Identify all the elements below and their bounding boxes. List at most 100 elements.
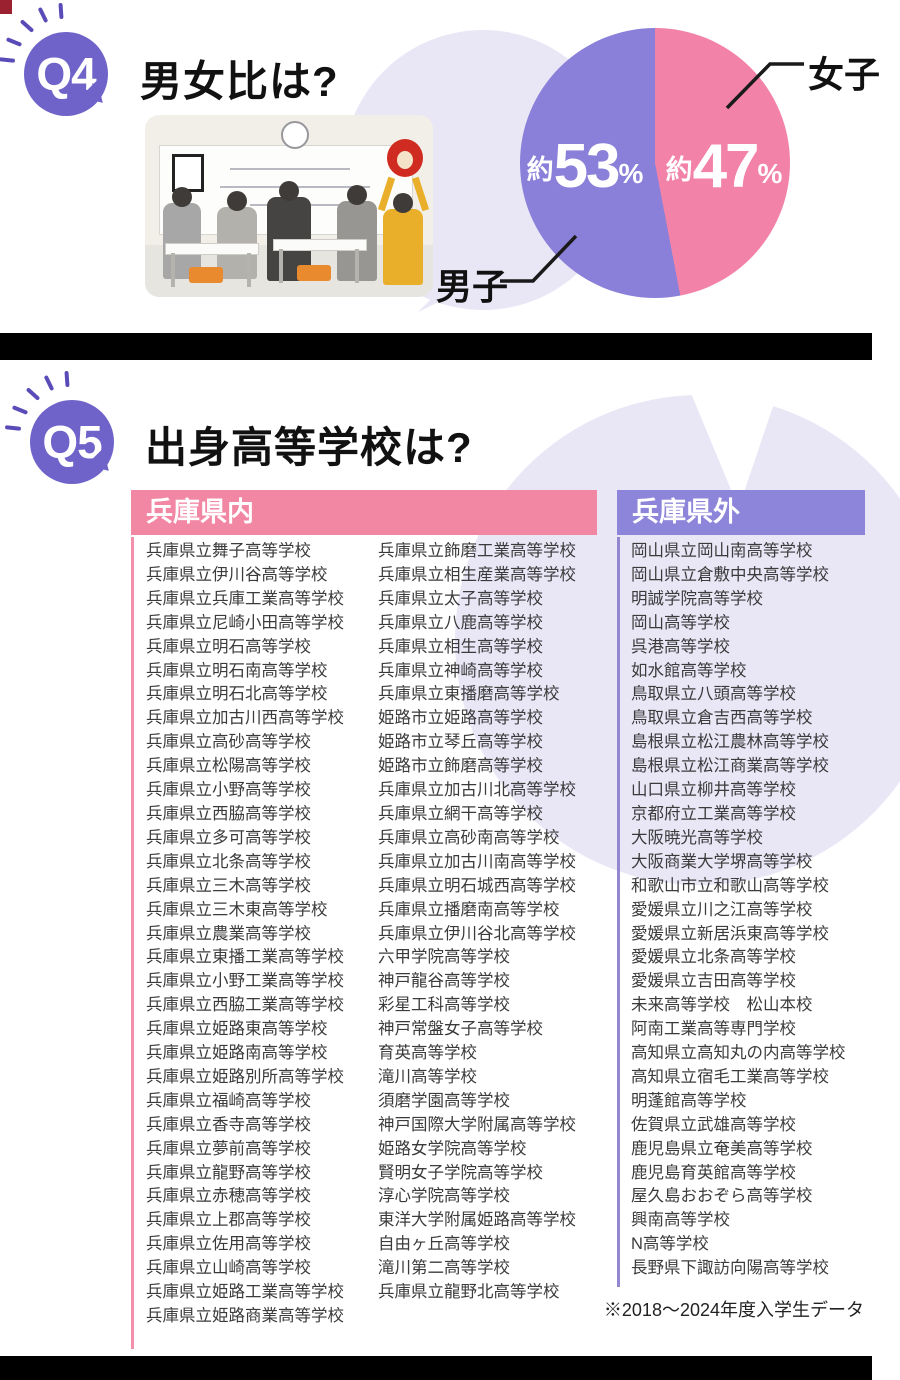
school-item: 姫路市立姫路高等学校 [378,709,543,728]
school-item: 兵庫県立西脇高等学校 [146,804,311,823]
classroom-photo [145,115,433,297]
school-item: 兵庫県立姫路東高等学校 [146,1020,328,1039]
school-item: 育英高等学校 [378,1044,477,1063]
school-item: 兵庫県立福崎高等学校 [146,1091,311,1110]
school-item: 愛媛県立北条高等学校 [631,948,796,967]
pie-female-unit: % [757,158,783,189]
school-item: 兵庫県立加古川南高等学校 [378,852,576,871]
school-item: 兵庫県立小野高等学校 [146,781,311,800]
school-item: 兵庫県立三木高等学校 [146,876,311,895]
school-item: 兵庫県立加古川西高等学校 [146,709,344,728]
school-item: 兵庫県立東播工業高等学校 [146,948,344,967]
inside-divider-line [131,537,134,1349]
school-item: 愛媛県立新居浜東高等学校 [631,924,829,943]
school-item: 大阪商業大学堺高等学校 [631,852,813,871]
school-item: 兵庫県立夢前高等学校 [146,1139,311,1158]
photo-person [383,193,423,285]
pie-male-approx: 約 [526,154,554,185]
q5-title: 出身高等学校は? [145,424,473,471]
school-item: 兵庫県立舞子高等学校 [146,542,311,560]
school-item: 興南高等学校 [631,1211,730,1230]
school-item: 未来高等学校 松山本校 [631,996,813,1015]
school-item: 兵庫県立兵庫工業高等学校 [146,589,344,608]
school-item: 長野県下諏訪向陽高等学校 [631,1259,829,1278]
bottom-bar [0,1356,872,1380]
school-item: 兵庫県立加古川北高等学校 [378,781,576,800]
school-item: 高知県立高知丸の内高等学校 [631,1044,846,1063]
pie-callout-lines [500,62,804,283]
school-item: 兵庫県立太子高等学校 [378,589,543,608]
pie-male-unit: % [618,158,644,189]
section-divider-bar [0,333,872,360]
photo-writing [230,168,350,170]
male-callout-line [500,234,578,283]
school-item: 兵庫県立東播磨高等学校 [378,685,560,704]
school-item: 兵庫県立松陽高等学校 [146,757,311,776]
school-item: 兵庫県立香寺高等学校 [146,1115,311,1134]
school-item: 岡山県立倉敷中央高等学校 [631,565,829,584]
school-item: 兵庫県立相生高等学校 [378,637,543,656]
school-item: 兵庫県立龍野高等学校 [146,1163,311,1182]
photo-clock [281,121,309,149]
school-item: 高知県立宿毛工業高等学校 [631,1067,829,1086]
school-item: 鹿児島県立奄美高等学校 [631,1139,813,1158]
female-callout-line [725,62,804,110]
school-item: 姫路市立琴丘高等学校 [378,733,543,752]
outside-divider-line [617,537,620,1287]
school-item: 島根県立松江商業高等学校 [631,757,829,776]
photo-desk-leg [355,249,359,283]
school-item: 兵庫県立佐用高等学校 [146,1235,311,1254]
school-item: 兵庫県立三木東高等学校 [146,900,328,919]
q5-badge-label: Q5 [30,400,114,484]
school-item: 神戸龍谷高等学校 [378,972,510,991]
school-item: 兵庫県立飾磨工業高等学校 [378,542,576,560]
school-item: 兵庫県立八鹿高等学校 [378,613,543,632]
school-item: 兵庫県立尼崎小田高等学校 [146,613,344,632]
school-item: 滝川第二高等学校 [378,1259,510,1278]
badge-ray [19,19,35,33]
corner-mark [0,0,12,14]
school-item: 兵庫県立高砂高等学校 [146,733,311,752]
school-item: 兵庫県立北条高等学校 [146,852,311,871]
badge-ray [64,370,70,388]
badge-ray [5,37,23,47]
school-item: 呉港高等学校 [631,637,730,656]
badge-ray [58,2,64,20]
school-item: 兵庫県立伊川谷北高等学校 [378,924,576,943]
photo-chair [297,265,331,281]
school-item: 兵庫県立姫路商業高等学校 [146,1307,344,1325]
school-item: 賢明女子学院高等学校 [378,1163,543,1182]
school-item: 滝川高等学校 [378,1067,477,1086]
pie-male-value: 約 53% [518,133,652,201]
school-item: N高等学校 [631,1235,709,1254]
inside-header: 兵庫県内 [131,490,597,535]
school-item: 兵庫県立農業高等学校 [146,924,311,943]
school-item: 兵庫県立西脇工業高等学校 [146,996,344,1015]
school-item: 兵庫県立明石北高等学校 [146,685,328,704]
school-item: 和歌山市立和歌山高等学校 [631,876,829,895]
school-item: 淳心学院高等学校 [378,1187,510,1206]
school-item: 岡山県立岡山南高等学校 [631,542,813,560]
photo-desk-leg [171,253,175,287]
school-item: 佐賀県立武雄高等学校 [631,1115,796,1134]
school-item: 兵庫県立多可高等学校 [146,828,311,847]
school-item: 明誠学院高等学校 [631,589,763,608]
school-item: 兵庫県立相生産業高等学校 [378,565,576,584]
q4-badge: Q4 [0,0,116,116]
photo-daruma-face [397,151,413,169]
school-list-inside-col2: 兵庫県立飾磨工業高等学校 兵庫県立相生産業高等学校 兵庫県立太子高等学校 兵庫県立八鹿… [378,540,576,1305]
school-item: 神戸国際大学附属高等学校 [378,1115,576,1134]
photo-desk [273,239,367,251]
school-item: 六甲学院高等学校 [378,948,510,967]
male-label: 男子 [436,266,509,307]
school-item: 屋久島おおぞら高等学校 [631,1187,813,1206]
school-item: 姫路市立飾磨高等学校 [378,757,543,776]
pie-female-value: 約 47% [657,133,791,201]
school-item: 鳥取県立八頭高等学校 [631,685,796,704]
school-item: 大阪暁光高等学校 [631,828,763,847]
school-item: 兵庫県立姫路工業高等学校 [146,1283,344,1302]
q5-badge: Q5 [2,364,122,484]
school-item: 兵庫県立姫路別所高等学校 [146,1067,344,1086]
school-item: 兵庫県立赤穂高等学校 [146,1187,311,1206]
